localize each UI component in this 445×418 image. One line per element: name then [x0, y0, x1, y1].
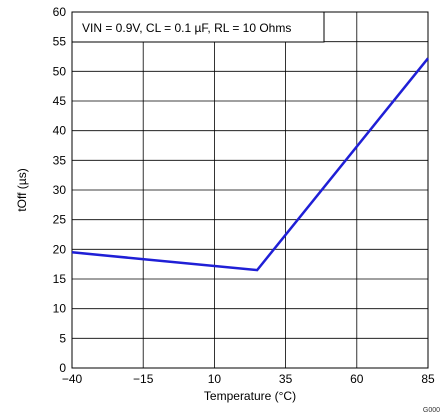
y-tick-label: 60 [53, 5, 67, 19]
x-tick-labels: −40 −15 10 35 60 85 [62, 372, 435, 386]
y-tick-label: 20 [53, 242, 67, 256]
y-tick-label: 25 [53, 213, 67, 227]
annotation-box [71, 11, 325, 43]
series-group [71, 57, 429, 272]
y-tick-label: 55 [53, 35, 67, 49]
figure-id: G000 [423, 407, 440, 414]
x-tick-label: 35 [279, 372, 293, 386]
y-tick-label: 50 [53, 64, 67, 78]
x-tick-label: 10 [208, 372, 222, 386]
y-tick-label: 45 [53, 94, 67, 108]
x-tick-label: 60 [350, 372, 364, 386]
y-tick-label: 5 [59, 331, 66, 345]
y-tick-label: 35 [53, 153, 67, 167]
y-tick-label: 15 [53, 272, 67, 286]
y-tick-label: 30 [53, 183, 67, 197]
y-axis-label: tOff (µs) [15, 168, 29, 211]
y-tick-labels: 0 5 10 15 20 25 30 35 40 45 50 55 60 [53, 5, 67, 375]
series-line [71, 57, 429, 272]
x-tick-label: 85 [421, 372, 435, 386]
x-tick-label: −15 [133, 372, 154, 386]
y-tick-label: 40 [53, 124, 67, 138]
annotation-text: VIN = 0.9V, CL = 0.1 µF, RL = 10 Ohms [82, 21, 291, 35]
x-tick-label: −40 [62, 372, 83, 386]
y-tick-label: 10 [53, 302, 67, 316]
grid [72, 12, 428, 368]
x-axis-label: Temperature (°C) [204, 389, 296, 403]
y-tick-label: 0 [59, 361, 66, 375]
